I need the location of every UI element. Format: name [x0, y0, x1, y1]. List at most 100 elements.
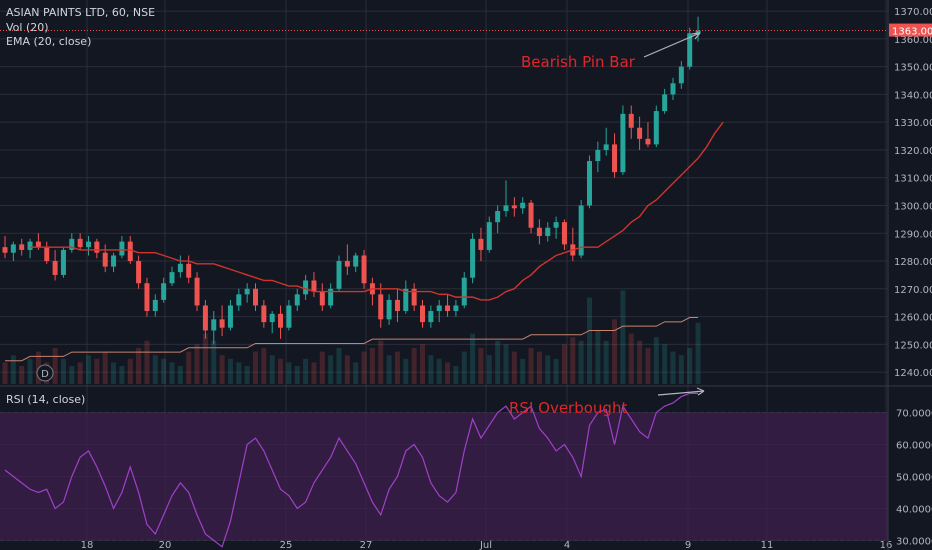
rsi-arrow-head-icon — [696, 387, 705, 396]
candle-body — [278, 313, 284, 328]
volume-bar — [645, 348, 651, 384]
candle — [60, 247, 66, 278]
volume-bar — [169, 362, 175, 384]
candle — [511, 197, 517, 217]
candle — [278, 305, 284, 339]
candle — [344, 244, 350, 275]
candle — [186, 255, 192, 284]
indicator-lines — [4, 121, 724, 548]
candle-body — [27, 241, 33, 250]
volume-bar — [111, 362, 117, 384]
last-price-label: 1363.00 — [892, 27, 932, 38]
candle-body — [127, 241, 133, 262]
volume-bar — [612, 319, 618, 384]
volume-bar — [10, 355, 16, 384]
candle-body — [578, 205, 584, 256]
volume-bar — [587, 297, 592, 384]
candle — [119, 236, 125, 259]
ema-line — [30, 121, 724, 301]
rsi-tick-label: 50.0000 — [896, 472, 932, 483]
candle-body — [236, 294, 242, 306]
volume-bar — [653, 337, 659, 384]
rsi-overbought-annotation: RSI Overbought — [509, 399, 627, 417]
volume-bar — [486, 355, 492, 384]
time-tick-label: 27 — [360, 540, 373, 550]
volume-bar — [336, 348, 342, 384]
volume-bar — [445, 362, 451, 384]
candle — [595, 141, 601, 173]
candle-body — [453, 305, 459, 312]
price-tick-label: 1270.00 — [894, 285, 932, 296]
price-tick-label: 1280.00 — [894, 257, 932, 268]
volume-bar — [236, 362, 242, 384]
candle — [253, 283, 258, 312]
volume-bar — [495, 340, 501, 384]
volume-bar — [177, 366, 183, 384]
candle-body — [86, 241, 91, 248]
candle-body — [344, 261, 350, 267]
volume-bar — [503, 344, 509, 384]
candle-body — [44, 247, 50, 262]
ema-legend: EMA (20, close) — [6, 35, 91, 48]
candle-body — [637, 127, 643, 139]
candle — [77, 233, 83, 250]
candle — [587, 155, 592, 209]
candle — [620, 105, 626, 175]
volume-bar — [378, 340, 384, 384]
symbol-title: ASIAN PAINTS LTD, 60, NSE — [6, 6, 155, 19]
volume-bar — [461, 351, 467, 384]
candle-body — [303, 280, 309, 295]
price-tick-label: 1350.00 — [894, 63, 932, 74]
candle — [102, 244, 108, 273]
candle — [578, 199, 584, 259]
candle — [52, 249, 58, 281]
volume-bar — [436, 358, 442, 384]
candle-body — [336, 261, 342, 289]
candle-body — [595, 149, 601, 162]
volume-bar — [453, 366, 459, 384]
candle — [211, 311, 217, 345]
rsi-tick-label: 70.0000 — [896, 409, 932, 420]
time-tick-label: 25 — [280, 540, 293, 550]
volume-bar — [253, 351, 258, 384]
volume-bar — [603, 340, 609, 384]
volume-bar — [386, 355, 392, 384]
rsi-line — [4, 392, 699, 548]
candle — [495, 205, 501, 234]
volume-bar — [319, 351, 325, 384]
volume-bar — [511, 351, 517, 384]
price-tick-label: 1340.00 — [894, 90, 932, 101]
candle — [261, 299, 267, 328]
candle — [169, 266, 175, 287]
price-tick-label: 1260.00 — [894, 313, 932, 324]
candle-body — [111, 255, 117, 267]
volume-bar — [561, 344, 567, 384]
candle — [219, 305, 225, 337]
volume-bar — [411, 348, 417, 384]
volume-bar — [545, 355, 551, 384]
candle — [44, 241, 50, 264]
candle-body — [311, 280, 317, 292]
dividend-marker[interactable]: D — [36, 364, 54, 382]
volume-bar — [244, 366, 250, 384]
time-tick-label: 9 — [685, 540, 691, 550]
volume-bar — [77, 362, 83, 384]
candle — [136, 255, 142, 289]
price-tick-label: 1330.00 — [894, 118, 932, 129]
candle — [470, 233, 476, 284]
candle-body — [478, 238, 484, 250]
price-tick-label: 1320.00 — [894, 146, 932, 157]
volume-bar — [186, 351, 192, 384]
volume-bar — [269, 355, 275, 384]
price-tick-label: 1370.00 — [894, 7, 932, 18]
candle-body — [687, 33, 693, 67]
candle-body — [378, 294, 384, 320]
candle-body — [620, 113, 626, 173]
candle-body — [319, 291, 325, 306]
candle — [361, 249, 367, 289]
candle — [420, 299, 425, 328]
dividend-badge-icon[interactable] — [36, 364, 54, 382]
candle-body — [136, 261, 142, 284]
candle — [503, 180, 509, 217]
volume-bar — [536, 351, 542, 384]
